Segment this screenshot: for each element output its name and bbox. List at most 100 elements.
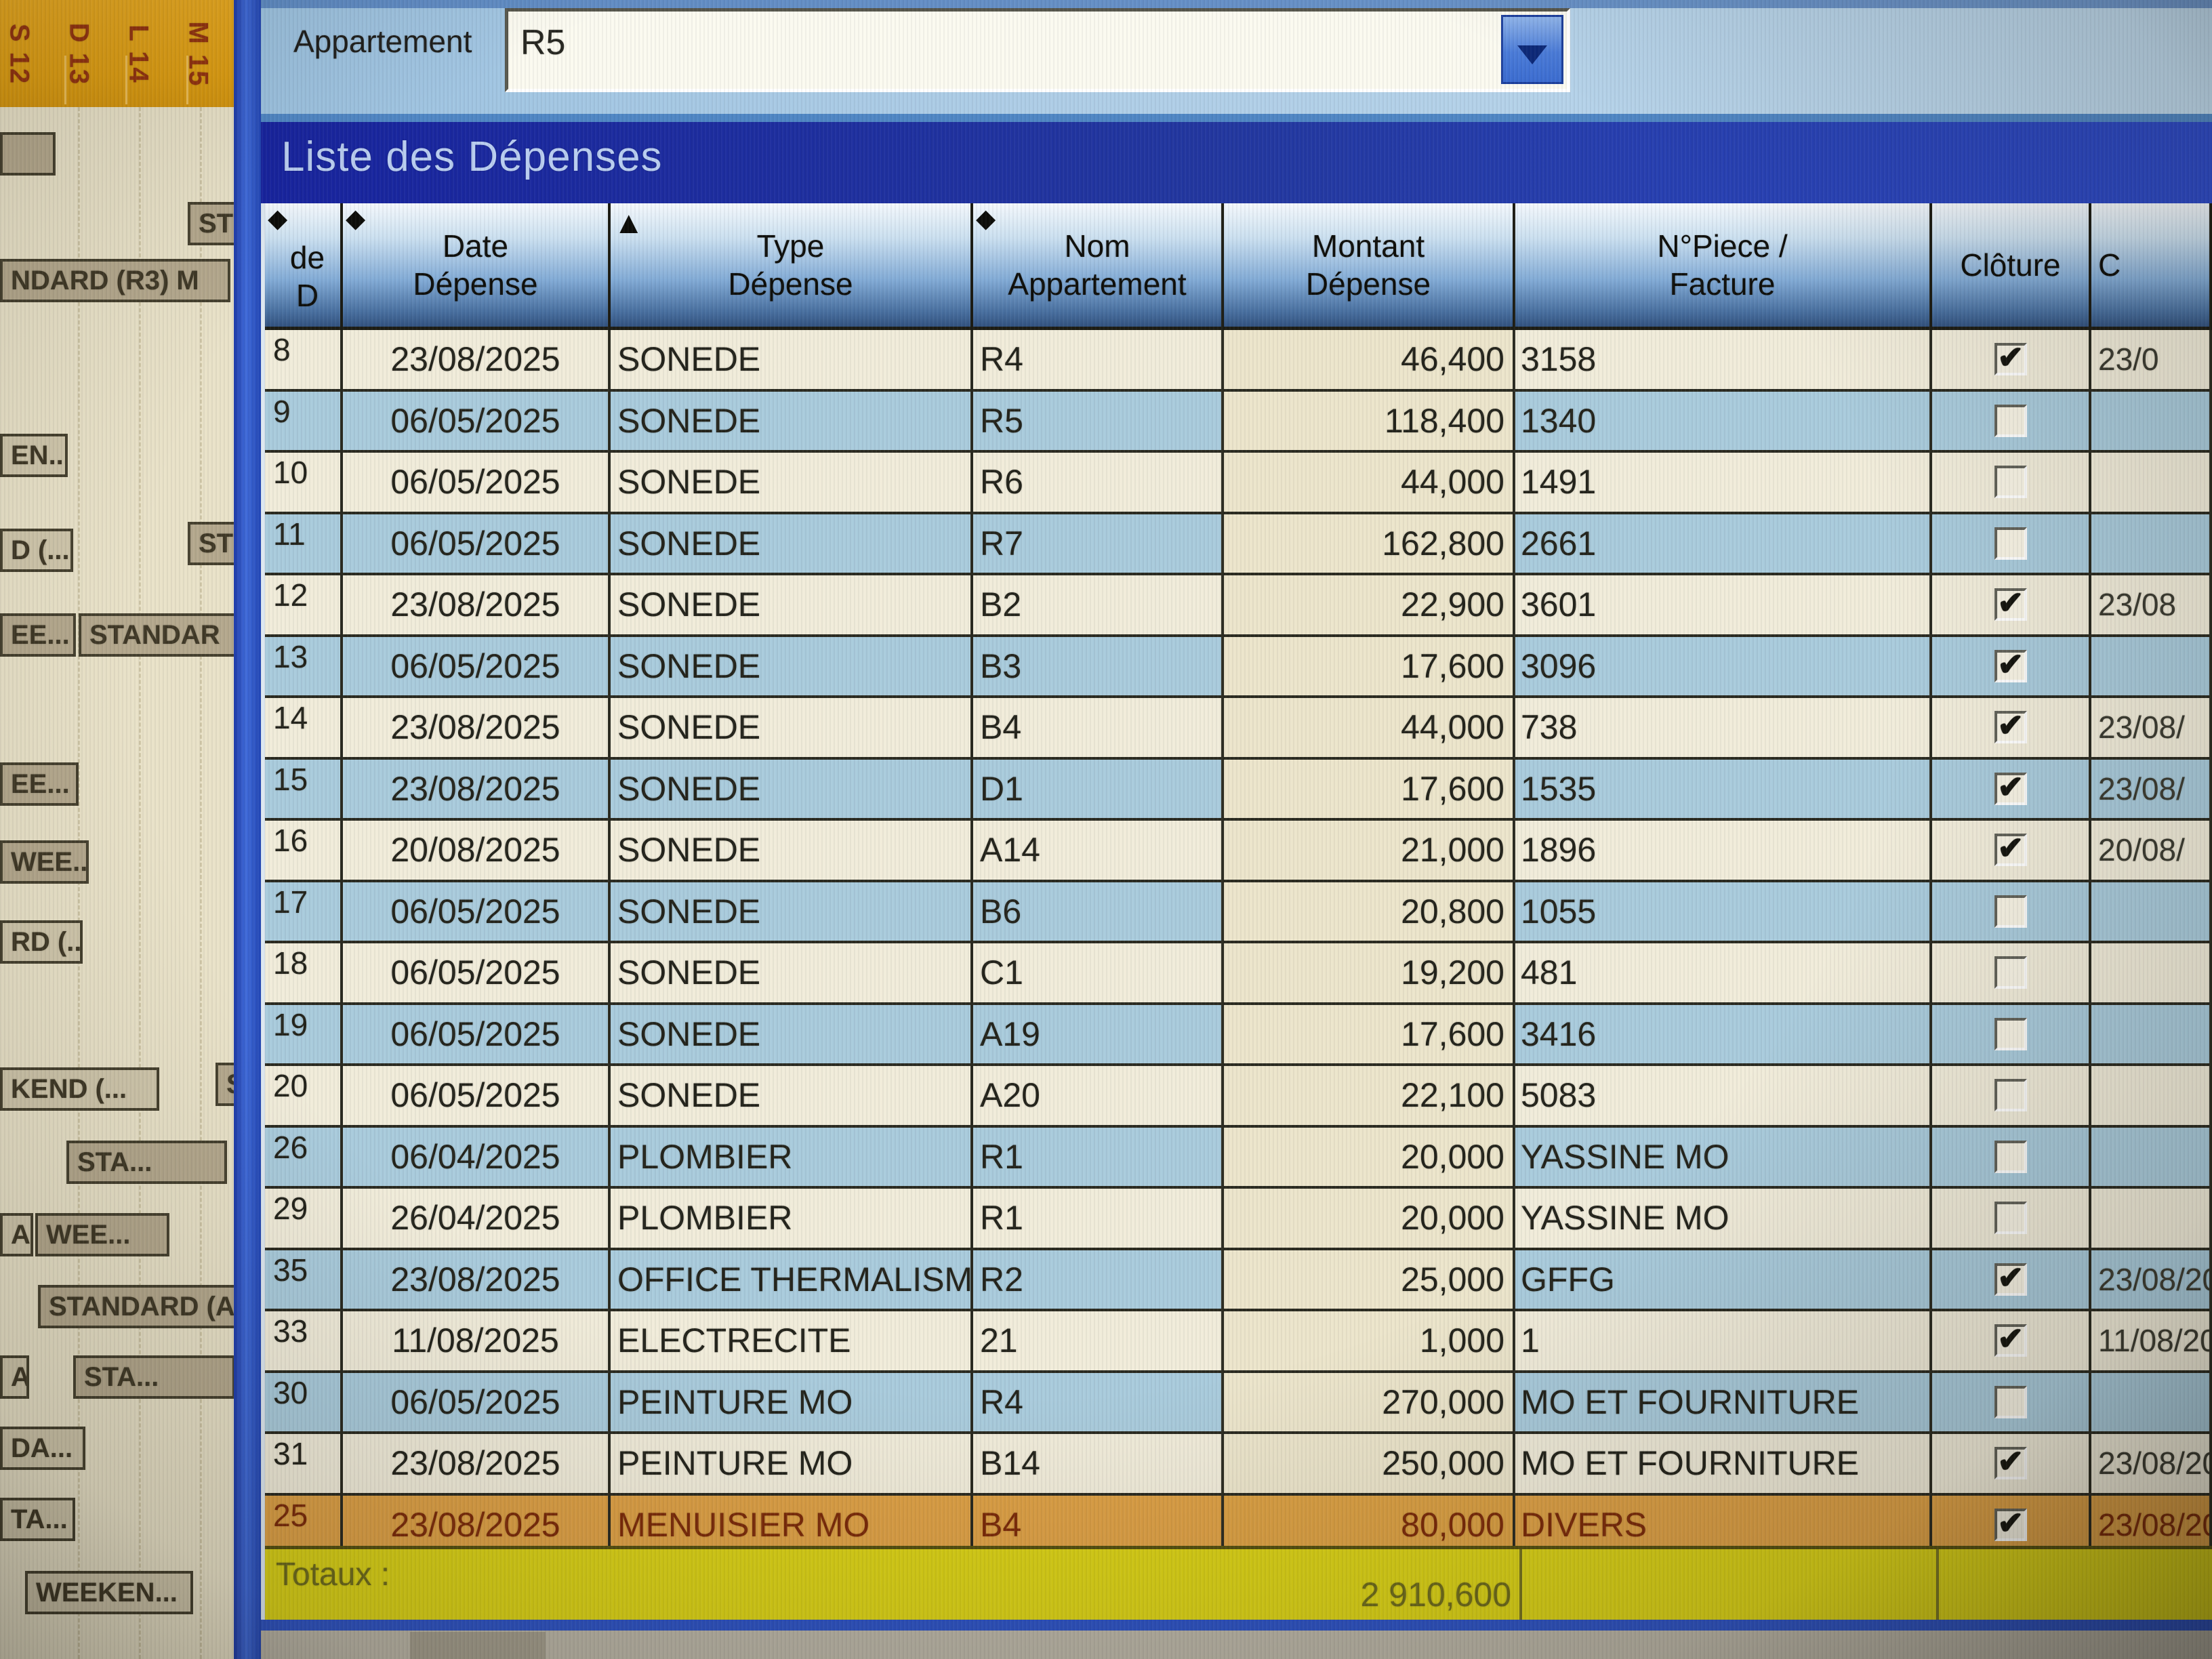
table-row[interactable]: 13 06/05/2025 SONEDE B3 17,600 3096 xyxy=(265,636,2212,698)
divider xyxy=(261,0,2212,8)
calendar-day-header: S 12 D 13 L 14 M 15 xyxy=(0,0,237,107)
cloture-checkbox[interactable] xyxy=(1994,769,2027,805)
cloture-checkbox[interactable] xyxy=(1994,956,2027,989)
column-header-date[interactable]: Date Dépense xyxy=(343,203,611,327)
cloture-checkbox[interactable] xyxy=(1994,707,2027,744)
table-row[interactable]: 31 23/08/2025 PEINTURE MO B14 250,000 MO… xyxy=(265,1434,2212,1496)
cell-type: PEINTURE MO xyxy=(611,1372,973,1431)
cell-cloture xyxy=(1932,698,2091,757)
table-row[interactable]: 8 23/08/2025 SONEDE R4 46,400 3158 23/0 xyxy=(265,330,2212,392)
cloture-checkbox[interactable] xyxy=(1994,1504,2027,1541)
day-label: D 13 xyxy=(64,22,94,86)
booking-bar: TA... xyxy=(0,1498,75,1541)
column-header-cloture[interactable]: Clôture xyxy=(1932,203,2091,327)
appartement-combobox[interactable]: R5 xyxy=(505,8,1570,92)
column-header-type[interactable]: Type Dépense xyxy=(611,203,973,327)
column-header-appartement[interactable]: Nom Appartement xyxy=(973,203,1224,327)
cloture-checkbox[interactable] xyxy=(1994,466,2027,499)
column-header-label: Montant xyxy=(1311,228,1425,264)
cell-type: PEINTURE MO xyxy=(611,1434,973,1493)
table-row[interactable]: 30 06/05/2025 PEINTURE MO R4 270,000 MO … xyxy=(265,1372,2212,1434)
cell-date: 23/08/2025 xyxy=(343,575,611,634)
cloture-checkbox[interactable] xyxy=(1994,1320,2027,1357)
table-row[interactable]: 35 23/08/2025 OFFICE THERMALISM R2 25,00… xyxy=(265,1250,2212,1311)
cell-appartement: B14 xyxy=(973,1434,1224,1493)
cloture-checkbox[interactable] xyxy=(1994,1259,2027,1296)
cell-date: 06/05/2025 xyxy=(343,1066,611,1125)
cloture-checkbox[interactable] xyxy=(1994,1385,2027,1418)
table-row[interactable]: 16 20/08/2025 SONEDE A14 21,000 1896 20/… xyxy=(265,821,2212,882)
cell-cloture xyxy=(1932,1189,2091,1248)
cell-date: 23/08/2025 xyxy=(343,1434,611,1493)
table-row[interactable]: 12 23/08/2025 SONEDE B2 22,900 3601 23/0… xyxy=(265,575,2212,637)
cloture-checkbox[interactable] xyxy=(1994,1079,2027,1112)
column-header-label: de D xyxy=(289,239,325,313)
cell-cloture xyxy=(1932,1066,2091,1125)
column-header-cloture-date[interactable]: C xyxy=(2091,203,2212,327)
cell-appartement: A19 xyxy=(973,1004,1224,1063)
calendar-gridline xyxy=(200,107,202,1659)
cell-montant: 270,000 xyxy=(1224,1372,1515,1431)
column-header-label: Dépense xyxy=(728,266,853,302)
cell-cloture-date: 23/08/2025 xyxy=(2091,1434,2212,1493)
cloture-checkbox[interactable] xyxy=(1994,1017,2027,1050)
cell-cloture-date xyxy=(2091,1004,2212,1063)
booking-bar: STA... xyxy=(73,1355,235,1399)
column-header-label: Facture xyxy=(1669,266,1776,302)
cell-id: 10 xyxy=(265,453,343,512)
cloture-checkbox[interactable] xyxy=(1994,646,2027,682)
cell-date: 23/08/2025 xyxy=(343,1495,611,1554)
table-row[interactable]: 20 06/05/2025 SONEDE A20 22,100 5083 xyxy=(265,1066,2212,1128)
filter-bar: Appartement R5 xyxy=(261,0,2212,114)
cloture-checkbox[interactable] xyxy=(1994,1140,2027,1173)
column-header-id[interactable]: de D xyxy=(265,203,343,327)
cloture-checkbox[interactable] xyxy=(1994,1443,2027,1480)
booking-bar: KEND (... xyxy=(0,1067,159,1111)
column-header-label: C xyxy=(2098,247,2121,283)
cell-montant: 162,800 xyxy=(1224,514,1515,573)
cloture-checkbox[interactable] xyxy=(1994,339,2027,376)
table-row[interactable]: 26 06/04/2025 PLOMBIER R1 20,000 YASSINE… xyxy=(265,1127,2212,1189)
cell-cloture-date xyxy=(2091,1372,2212,1431)
cell-type: SONEDE xyxy=(611,453,973,512)
totals-value: 2 910,600 xyxy=(1360,1576,1511,1614)
cell-appartement: B4 xyxy=(973,698,1224,757)
cell-piece: GFFG xyxy=(1515,1250,1932,1309)
cloture-checkbox[interactable] xyxy=(1994,830,2027,867)
cloture-checkbox[interactable] xyxy=(1994,1202,2027,1235)
status-bar-fragment xyxy=(410,1632,546,1659)
window-title-bar[interactable]: Liste des Dépenses xyxy=(261,114,2212,203)
table-row[interactable]: 10 06/05/2025 SONEDE R6 44,000 1491 xyxy=(265,453,2212,514)
cell-appartement: R4 xyxy=(973,1372,1224,1431)
booking-bar: WEEKEN... xyxy=(25,1571,193,1614)
cell-cloture-date: 23/08 xyxy=(2091,575,2212,634)
cloture-checkbox[interactable] xyxy=(1994,895,2027,928)
cell-type: SONEDE xyxy=(611,391,973,450)
cloture-checkbox[interactable] xyxy=(1994,584,2027,621)
cell-montant: 20,800 xyxy=(1224,882,1515,941)
cell-piece: MO ET FOURNITURE xyxy=(1515,1372,1932,1431)
table-row[interactable]: 19 06/05/2025 SONEDE A19 17,600 3416 xyxy=(265,1004,2212,1066)
cell-appartement: R5 xyxy=(973,391,1224,450)
table-row[interactable]: 14 23/08/2025 SONEDE B4 44,000 738 23/08… xyxy=(265,698,2212,760)
table-row[interactable]: 17 06/05/2025 SONEDE B6 20,800 1055 xyxy=(265,882,2212,943)
cell-appartement: B2 xyxy=(973,575,1224,634)
table-row[interactable]: 18 06/05/2025 SONEDE C1 19,200 481 xyxy=(265,943,2212,1005)
table-row[interactable]: 9 06/05/2025 SONEDE R5 118,400 1340 xyxy=(265,391,2212,453)
cloture-checkbox[interactable] xyxy=(1994,527,2027,560)
cell-type: ELECTRECITE xyxy=(611,1311,973,1370)
table-row[interactable]: 29 26/04/2025 PLOMBIER R1 20,000 YASSINE… xyxy=(265,1189,2212,1250)
combobox-dropdown-button[interactable] xyxy=(1501,15,1563,84)
divider xyxy=(186,56,188,104)
table-row[interactable]: 15 23/08/2025 SONEDE D1 17,600 1535 23/0… xyxy=(265,759,2212,821)
day-label: M 15 xyxy=(183,21,213,87)
table-row[interactable]: 33 11/08/2025 ELECTRECITE 21 1,000 1 11/… xyxy=(265,1311,2212,1373)
column-header-piece[interactable]: N°Piece / Facture xyxy=(1515,203,1932,327)
column-header-montant[interactable]: Montant Dépense xyxy=(1224,203,1515,327)
appartement-value: R5 xyxy=(520,23,566,62)
cell-piece: 3158 xyxy=(1515,330,1932,389)
table-row[interactable]: 11 06/05/2025 SONEDE R7 162,800 2661 xyxy=(265,514,2212,575)
cloture-checkbox[interactable] xyxy=(1994,404,2027,437)
cell-cloture-date xyxy=(2091,1127,2212,1186)
cell-piece: 3416 xyxy=(1515,1004,1932,1063)
